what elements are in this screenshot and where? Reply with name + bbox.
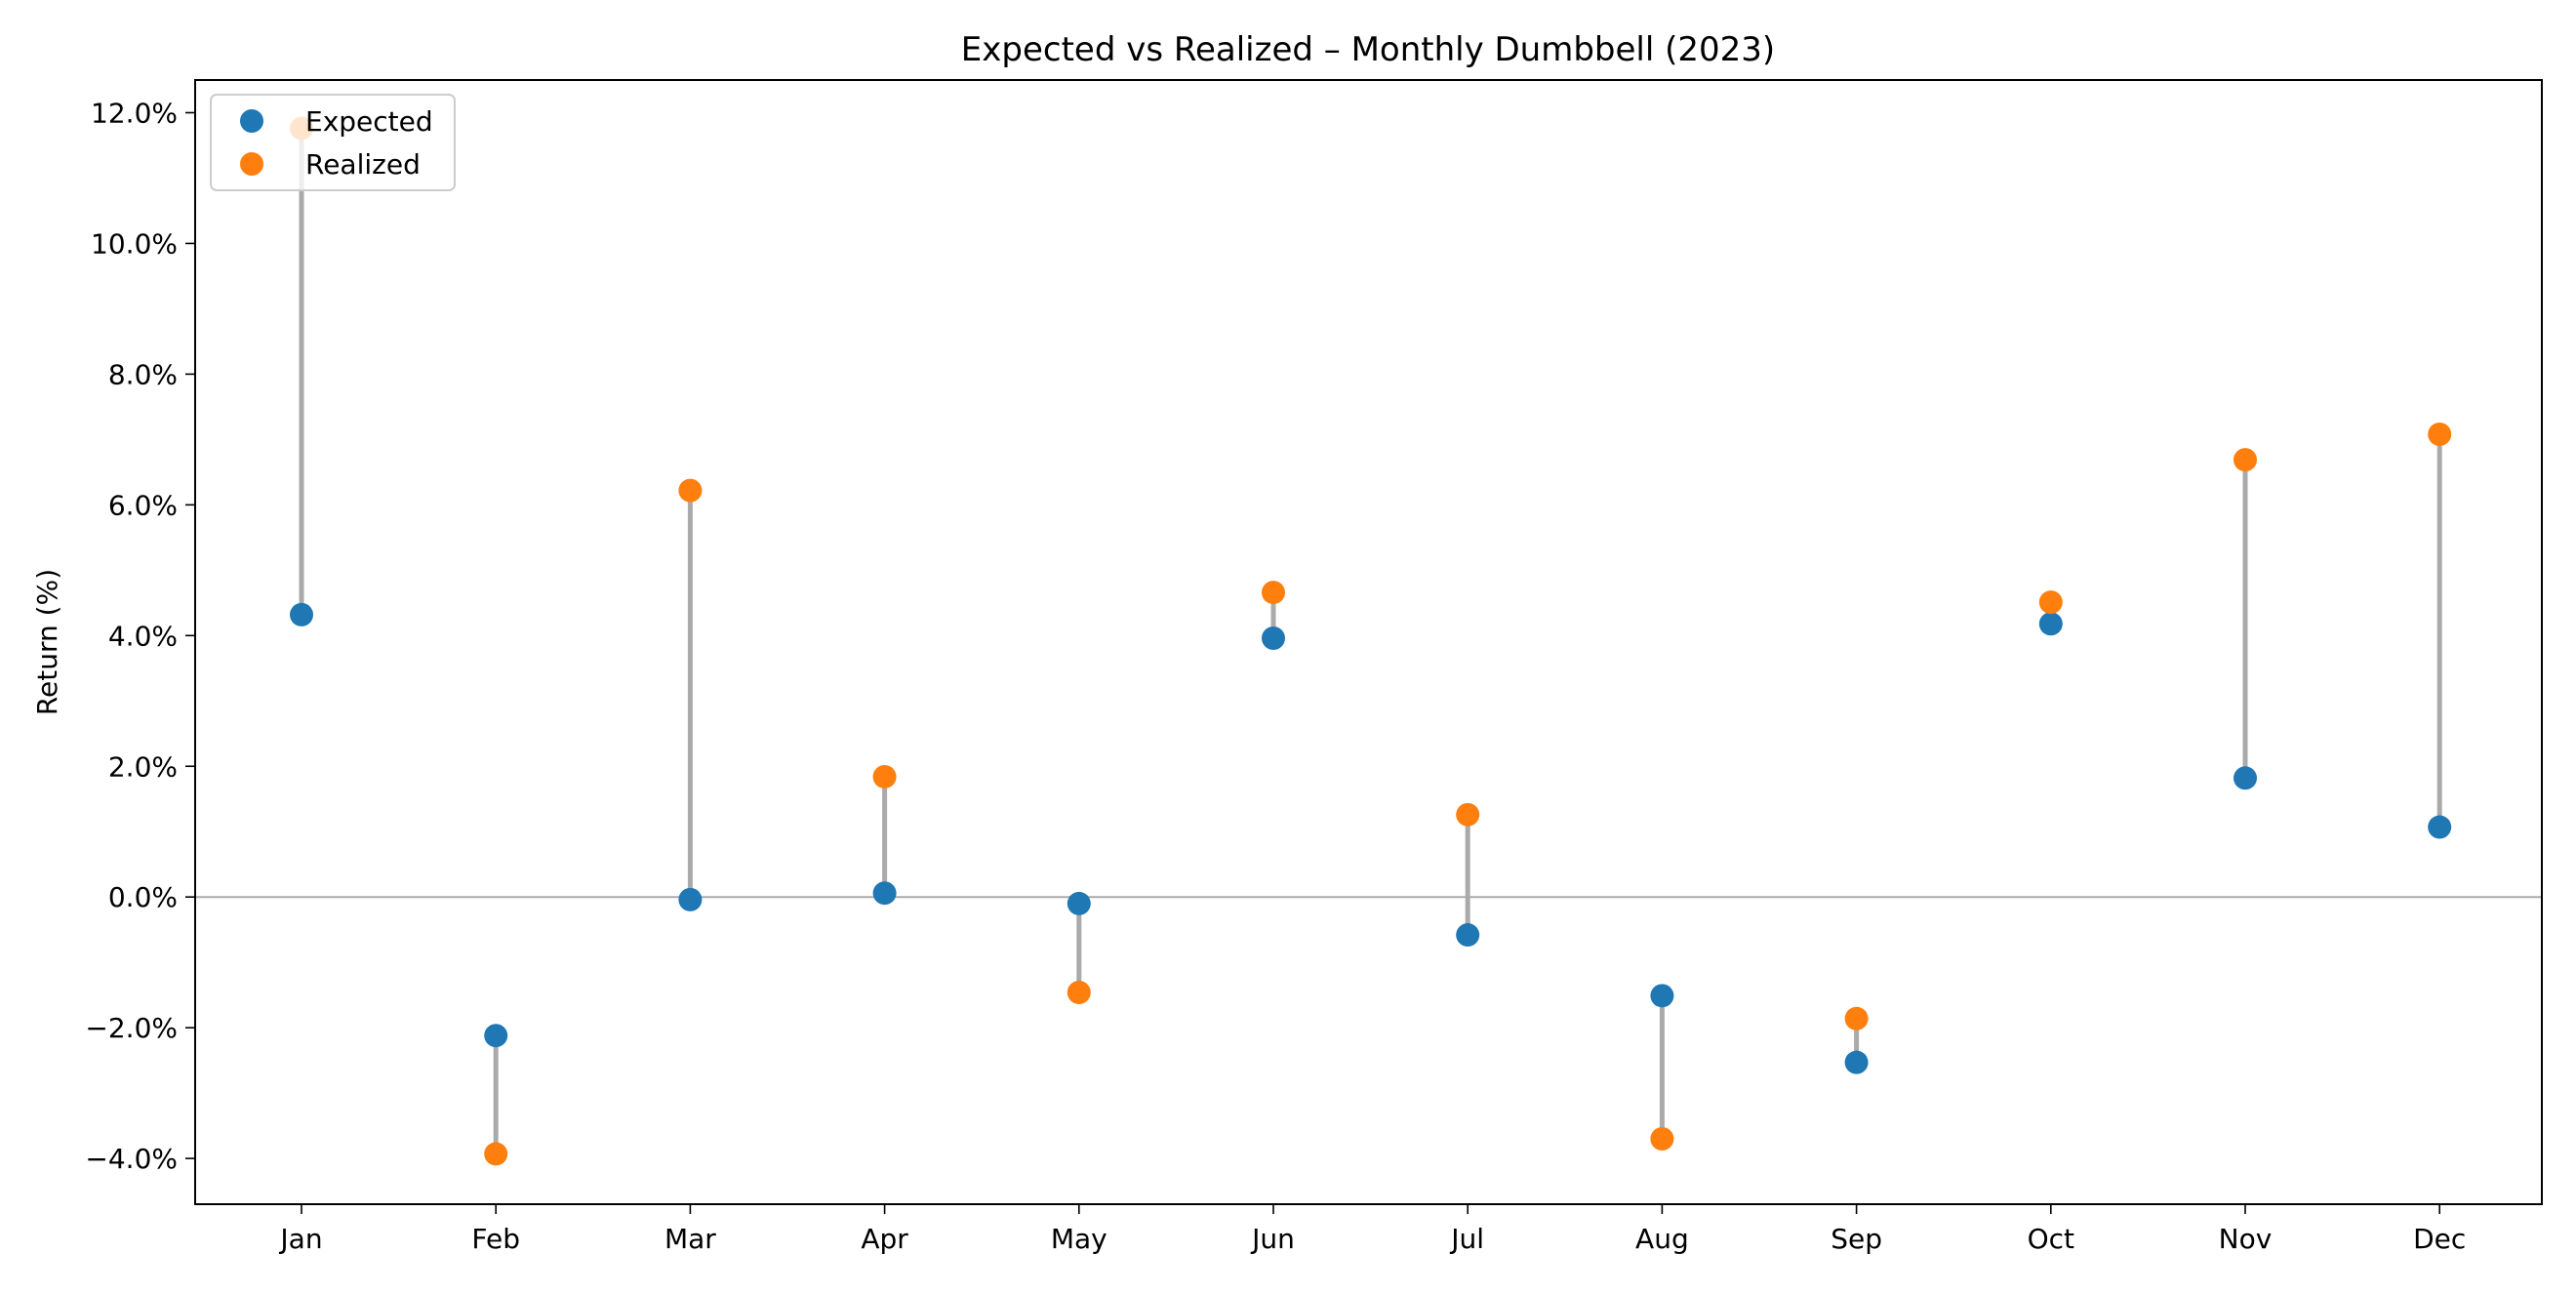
realized-point-jun — [1262, 581, 1285, 605]
x-tick-label: Oct — [2028, 1223, 2074, 1255]
x-tick-label: Feb — [471, 1223, 520, 1255]
realized-point-nov — [2234, 448, 2257, 472]
expected-point-feb — [484, 1024, 508, 1048]
expected-point-mar — [678, 887, 703, 911]
y-tick-label: 8.0% — [108, 358, 178, 390]
x-tick-label: May — [1051, 1223, 1107, 1255]
realized-point-jul — [1456, 802, 1480, 827]
expected-point-may — [1067, 891, 1091, 915]
realized-point-apr — [872, 764, 897, 788]
y-tick-label: 2.0% — [108, 750, 178, 783]
legend-marker-expected — [240, 109, 263, 133]
x-tick-label: Sep — [1831, 1223, 1882, 1255]
x-tick-label: Dec — [2413, 1223, 2466, 1255]
x-tick-label: Aug — [1635, 1223, 1689, 1255]
expected-point-jun — [1262, 626, 1285, 650]
expected-point-jan — [290, 602, 313, 626]
y-tick-label: 10.0% — [91, 227, 178, 260]
expected-point-nov — [2234, 766, 2257, 790]
x-tick-label: Jan — [278, 1223, 322, 1255]
x-tick-label: Jul — [1449, 1223, 1484, 1255]
realized-point-feb — [484, 1142, 508, 1166]
realized-point-mar — [678, 478, 703, 503]
y-tick-label: −4.0% — [85, 1143, 178, 1175]
legend-label-expected: Expected — [305, 105, 433, 138]
realized-point-may — [1067, 980, 1091, 1004]
realized-point-oct — [2038, 590, 2063, 615]
realized-point-aug — [1650, 1127, 1674, 1152]
x-tick-label: Mar — [664, 1223, 716, 1255]
realized-point-sep — [1844, 1006, 1869, 1030]
expected-point-oct — [2038, 612, 2063, 636]
expected-point-sep — [1844, 1050, 1869, 1074]
chart-title: Expected vs Realized – Monthly Dumbbell … — [961, 30, 1775, 69]
y-tick-label: 0.0% — [108, 881, 178, 913]
x-tick-label: Apr — [861, 1223, 908, 1255]
expected-point-apr — [872, 881, 897, 906]
y-axis-label: Return (%) — [31, 569, 63, 715]
legend-marker-realized — [240, 152, 263, 176]
y-tick-label: 4.0% — [108, 620, 178, 652]
x-tick-label: Nov — [2219, 1223, 2273, 1255]
legend: Expected Realized — [210, 94, 456, 191]
x-tick-label: Jun — [1250, 1223, 1295, 1255]
expected-point-dec — [2428, 815, 2452, 839]
y-tick-label: −2.0% — [85, 1012, 178, 1044]
plot-area: −4.0% −2.0% 0.0% 2.0% 4.0% 6.0% 8.0% 10.0% 12.0%… — [85, 79, 2543, 1255]
y-tick-label: 6.0% — [108, 489, 178, 521]
legend-box — [210, 94, 456, 191]
legend-label-realized: Realized — [305, 148, 421, 181]
y-tick-label: 12.0% — [91, 97, 178, 129]
expected-point-jul — [1456, 923, 1480, 948]
realized-point-dec — [2428, 423, 2452, 447]
expected-point-aug — [1650, 984, 1674, 1008]
axes-frame — [194, 79, 2543, 1205]
